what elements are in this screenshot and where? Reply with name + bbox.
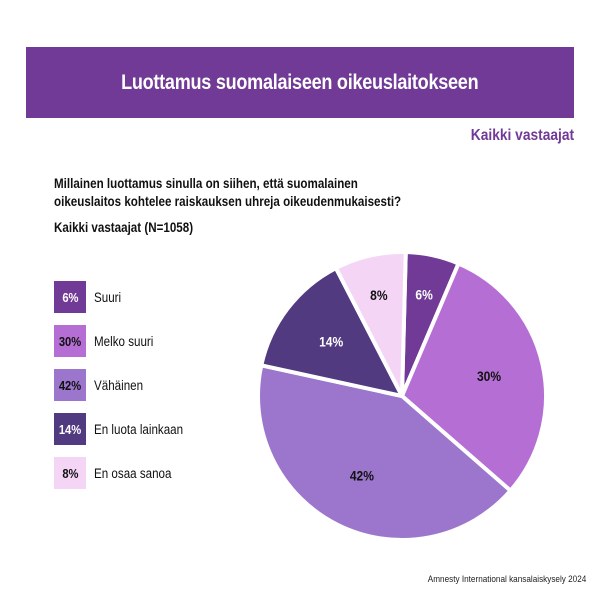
pie-data-label: 30% (477, 368, 501, 384)
legend-swatch: 6% (54, 281, 86, 313)
legend-swatch: 42% (54, 369, 86, 401)
source-note: Amnesty International kansalaiskysely 20… (427, 574, 586, 585)
question-line-2: oikeuslaitos kohtelee raiskauksen uhreja… (54, 194, 402, 209)
legend-item: 6% Suuri (54, 281, 198, 313)
pie-slice (256, 363, 513, 542)
pie-slice (400, 261, 548, 493)
legend-percent: 30% (58, 333, 82, 349)
legend: 6% Suuri 30% Melko suuri 42% Vähäinen 14% En lu… (54, 281, 198, 501)
legend-label: Vähäinen (94, 377, 144, 393)
legend-label: Suuri (94, 289, 122, 305)
pie-data-label: 8% (370, 287, 388, 303)
audience-label: Kaikki vastaajat (470, 127, 574, 144)
chart-title: Luottamus suomalaiseen oikeuslaitokseen (121, 70, 479, 94)
legend-swatch: 14% (54, 413, 86, 445)
question-text: Millainen luottamus sinulla on siihen, e… (54, 175, 402, 211)
legend-item: 30% Melko suuri (54, 325, 198, 357)
legend-item: 42% Vähäinen (54, 369, 198, 401)
legend-label: Melko suuri (94, 333, 154, 349)
legend-item: 14% En luota lainkaan (54, 413, 198, 445)
legend-percent: 8% (61, 465, 79, 481)
legend-label: En osaa sanoa (94, 465, 172, 481)
legend-item: 8% En osaa sanoa (54, 457, 198, 489)
pie-slice (333, 250, 408, 398)
pie-data-label: 14% (319, 334, 343, 350)
legend-swatch: 8% (54, 457, 86, 489)
sample-size: Kaikki vastaajat (N=1058) (54, 220, 194, 235)
legend-percent: 14% (58, 421, 82, 437)
legend-percent: 6% (61, 289, 79, 305)
legend-percent: 42% (58, 377, 82, 393)
title-banner: Luottamus suomalaiseen oikeuslaitokseen (26, 47, 574, 118)
pie-data-label: 6% (415, 287, 433, 303)
pie-data-label: 42% (350, 468, 374, 484)
question-line-1: Millainen luottamus sinulla on siihen, e… (54, 176, 358, 191)
pie-slice (259, 266, 404, 398)
legend-label: En luota lainkaan (94, 421, 184, 437)
legend-swatch: 30% (54, 325, 86, 357)
